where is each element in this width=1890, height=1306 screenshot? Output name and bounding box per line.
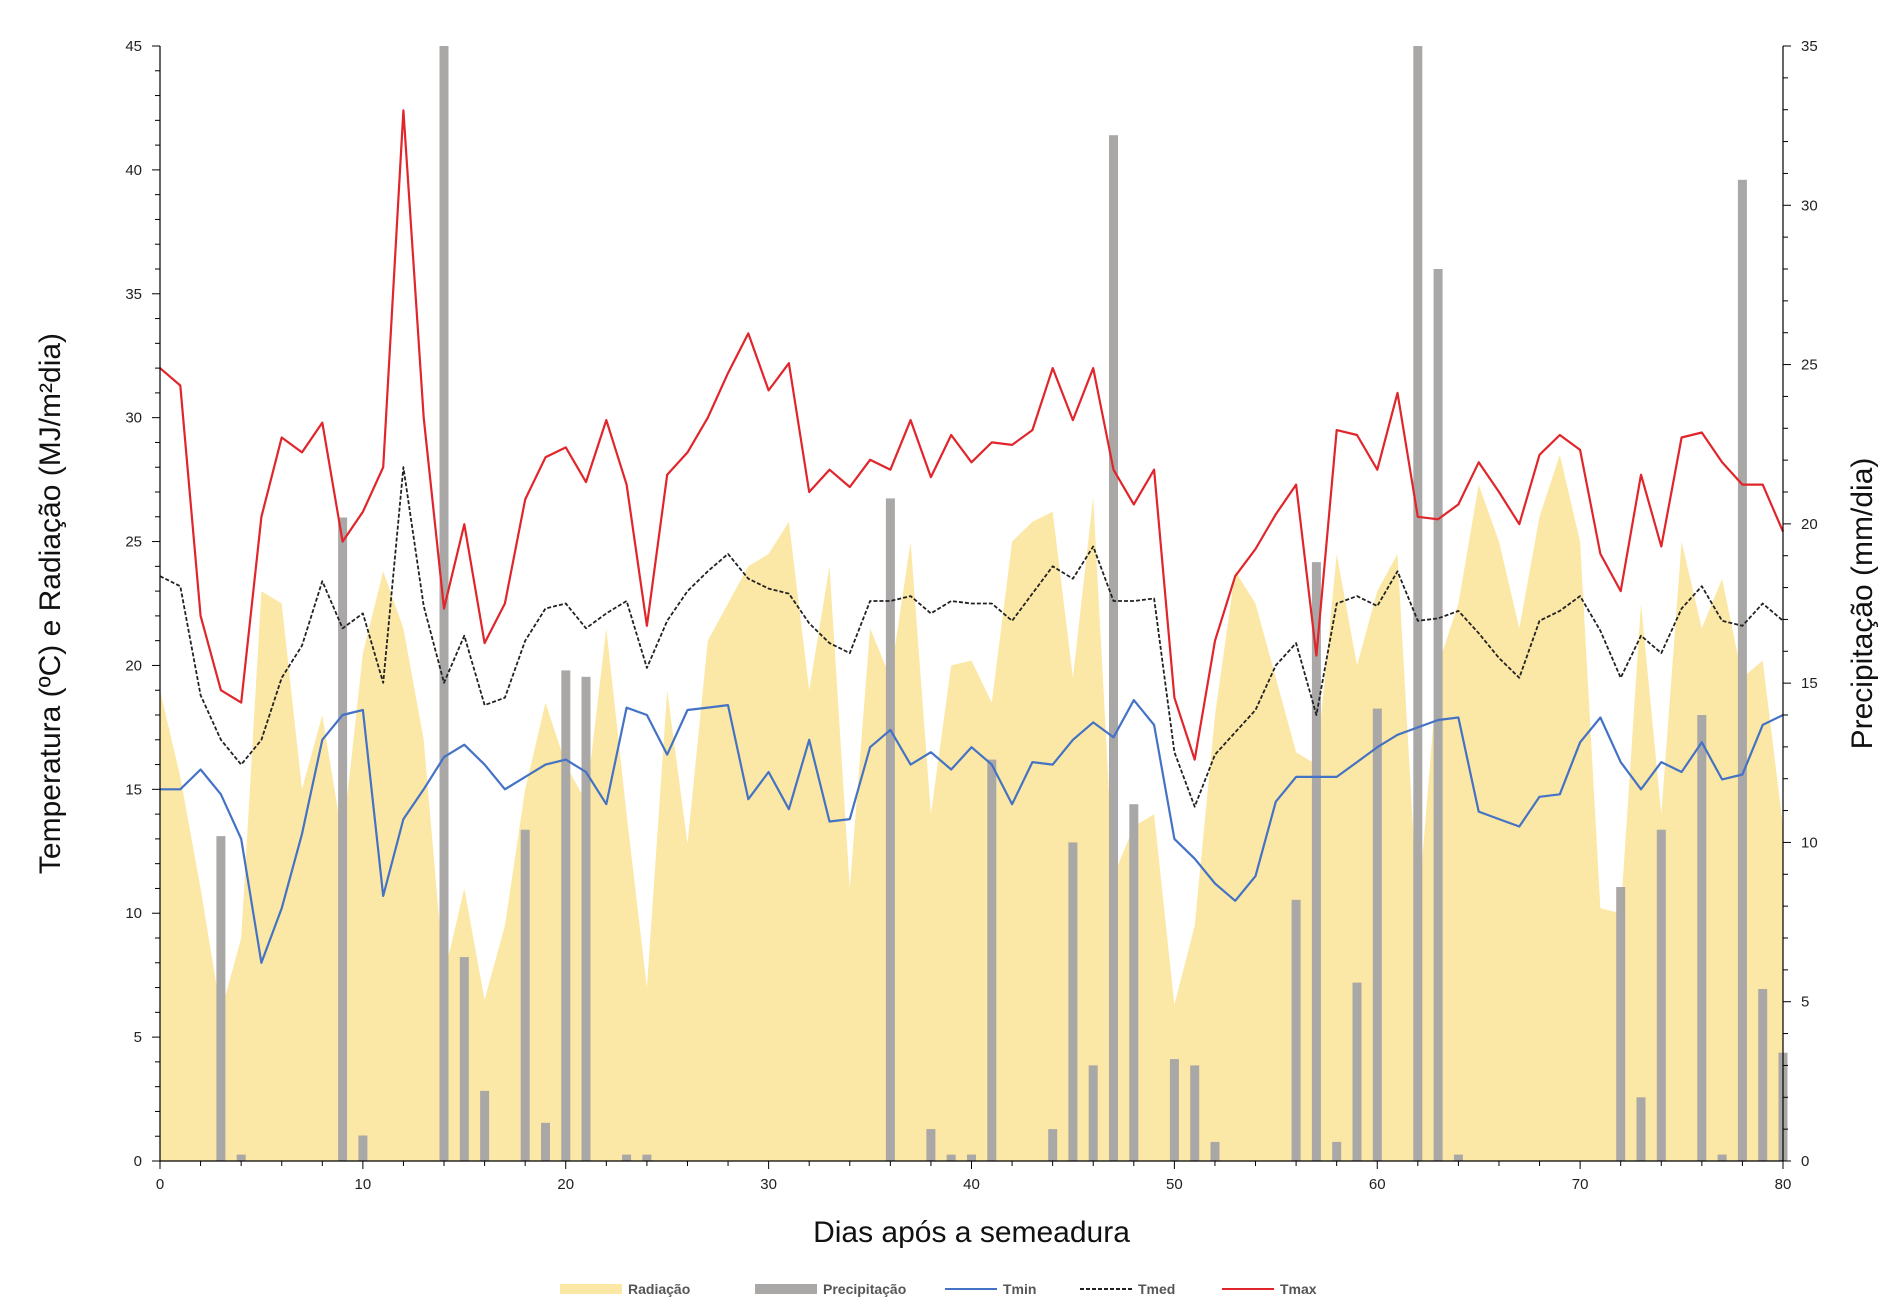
precipitation-bar	[642, 1154, 652, 1161]
precipitation-bar	[967, 1154, 976, 1161]
y-right-tick-label: 30	[1801, 197, 1818, 214]
y-left-axis-title: Temperatura (ºC) e Radiação (MJ/m²dia)	[34, 333, 67, 874]
precipitation-bar	[926, 1129, 936, 1161]
precipitation-bar	[581, 676, 591, 1161]
radiation-area	[160, 454, 1783, 1161]
y-left-tick-label: 30	[125, 410, 142, 427]
precipitation-bar	[1453, 1154, 1463, 1161]
x-tick-label: 30	[760, 1176, 777, 1193]
precipitation-bar	[236, 1154, 246, 1161]
precipitation-bar	[1190, 1065, 1200, 1161]
x-tick-label: 60	[1369, 1176, 1386, 1193]
legend-radiação-label: Radiação	[628, 1281, 690, 1297]
precipitation-bar	[622, 1154, 632, 1161]
y-left-tick-label: 25	[125, 534, 142, 551]
precipitation-bar	[1656, 829, 1666, 1161]
y-left-tick-label: 35	[125, 286, 142, 303]
x-tick-label: 0	[156, 1176, 164, 1193]
y-right-tick-label: 35	[1801, 38, 1818, 55]
precipitation-bar	[1717, 1154, 1727, 1161]
precipitation-bar	[1311, 562, 1321, 1161]
precipitation-bar	[1210, 1141, 1220, 1161]
precipitation-bar	[885, 498, 895, 1161]
precipitation-bar	[459, 957, 469, 1161]
y-left-tick-label: 10	[125, 905, 142, 922]
precipitation-bar	[1758, 989, 1768, 1161]
legend-precipitation-swatch	[755, 1284, 817, 1294]
precipitation-bar	[946, 1154, 956, 1161]
y-left-tick-label: 40	[125, 162, 142, 179]
x-tick-label: 20	[557, 1176, 574, 1193]
tick-labels-layer: 0 5 10 15 20 25 30 35 40 45 0 5 10 15 20 25 30 35 0 10 20 30 4…	[125, 38, 1817, 1193]
precipitation-bar	[358, 1135, 368, 1161]
precipitation-bar	[1291, 899, 1301, 1161]
precipitation-bar	[1169, 1059, 1179, 1161]
x-tick-label: 80	[1775, 1176, 1792, 1193]
precipitation-bar	[1129, 804, 1139, 1161]
precipitation-bar	[1352, 982, 1362, 1161]
y-right-tick-label: 0	[1801, 1153, 1809, 1170]
tmed-line	[159, 466, 1784, 808]
tmax-line	[159, 109, 1785, 761]
y-left-tick-label: 5	[134, 1029, 142, 1046]
precipitation-bar	[1636, 1097, 1646, 1161]
precipitation-bar	[1413, 46, 1423, 1161]
y-right-tick-label: 10	[1801, 834, 1818, 851]
axes-layer	[152, 45, 1791, 1169]
y-right-tick-label: 20	[1801, 516, 1818, 533]
precipitation-bar	[1616, 887, 1626, 1161]
legend-radiation-swatch	[560, 1284, 622, 1294]
temperature-lines-layer	[159, 109, 1785, 964]
precipitation-bar	[216, 836, 226, 1161]
precipitation-bar	[1048, 1129, 1058, 1161]
precipitation-bar	[338, 517, 348, 1161]
y-left-tick-label: 0	[134, 1153, 142, 1170]
precipitation-bar	[561, 670, 571, 1161]
x-tick-label: 40	[963, 1176, 980, 1193]
legend-tmax-label: Tmax	[1280, 1281, 1317, 1297]
precipitation-bar	[1088, 1065, 1098, 1161]
y-left-tick-label: 45	[125, 38, 142, 55]
precipitation-bar	[1433, 269, 1443, 1161]
precipitation-bar	[1737, 179, 1747, 1162]
y-right-tick-label: 15	[1801, 675, 1818, 692]
precipitation-bar	[480, 1090, 490, 1161]
precipitation-bar	[1332, 1141, 1342, 1161]
x-axis-title: Dias após a semeadura	[813, 1216, 1130, 1249]
precipitation-bar	[1372, 708, 1382, 1161]
legend-precipitação-label: Precipitação	[823, 1281, 906, 1297]
y-right-tick-label: 25	[1801, 357, 1818, 374]
x-tick-label: 50	[1166, 1176, 1183, 1193]
y-left-tick-label: 20	[125, 657, 142, 674]
precipitation-bar	[1109, 135, 1118, 1162]
precipitation-bar	[1697, 715, 1707, 1161]
precipitation-bar	[1068, 842, 1078, 1161]
tmin-line	[160, 698, 1784, 964]
y-right-tick-label: 5	[1801, 994, 1809, 1011]
x-tick-label: 10	[355, 1176, 372, 1193]
y-right-axis-title: Precipitação (mm/dia)	[1846, 458, 1879, 750]
legend-tmed-label: Tmed	[1138, 1281, 1175, 1297]
radiation-area-layer	[160, 454, 1783, 1161]
precipitation-bar	[520, 829, 530, 1161]
legend-tmin-label: Tmin	[1003, 1281, 1036, 1297]
legend: Radiação Precipitação Tmin Tmed Tmax	[560, 1281, 1317, 1297]
x-tick-label: 70	[1572, 1176, 1589, 1193]
y-left-tick-label: 15	[125, 781, 142, 798]
precipitation-bar	[987, 759, 997, 1161]
precipitation-bar	[541, 1122, 550, 1161]
